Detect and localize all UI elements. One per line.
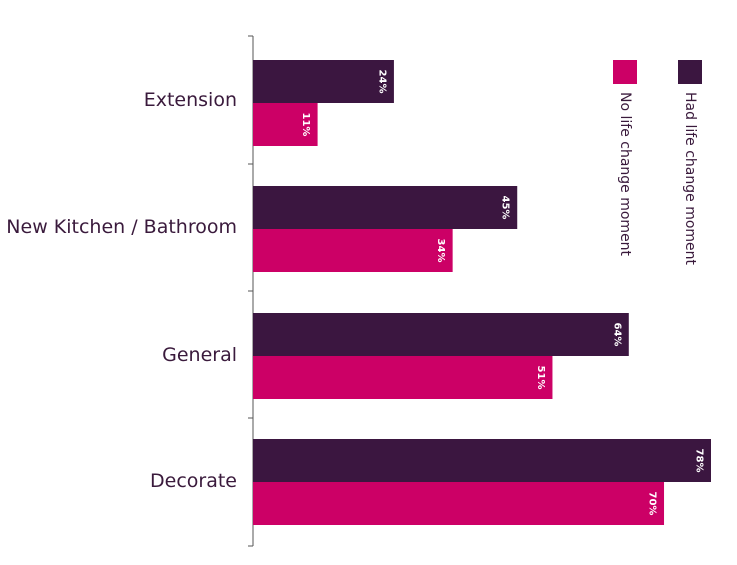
y-axis [248, 35, 254, 547]
category-label-general: General [162, 344, 237, 366]
data-label-new-kitchen-bathroom-no-life-change-moment: 34% [435, 239, 446, 263]
category-label-new-kitchen-bathroom: New Kitchen / Bathroom [6, 216, 237, 238]
legend-label-no-life-change-moment: No life change moment [617, 92, 633, 257]
data-label-decorate-had-life-change-moment: 78% [694, 449, 705, 473]
data-label-extension-had-life-change-moment: 24% [376, 70, 387, 94]
bar-general-no-life-change-moment [253, 356, 553, 399]
bar-new-kitchen-bathroom-no-life-change-moment [253, 229, 453, 272]
legend: Had life change moment No life change mom… [613, 60, 702, 266]
bar-decorate-had-life-change-moment [253, 439, 711, 482]
category-label-extension: Extension [144, 89, 237, 111]
category-label-decorate: Decorate [150, 470, 237, 492]
bar-decorate-no-life-change-moment [253, 482, 665, 525]
bar-extension-no-life-change-moment [253, 103, 318, 146]
bar-general-had-life-change-moment [253, 313, 629, 356]
bar-new-kitchen-bathroom-had-life-change-moment [253, 186, 518, 229]
legend-label-had-life-change-moment: Had life change moment [682, 92, 698, 266]
data-label-extension-no-life-change-moment: 11% [300, 113, 311, 137]
legend-swatch-had-life-change-moment [678, 60, 702, 84]
bars: 24% 11% 45% 34% 64% 51% 78% 70% [253, 60, 711, 525]
category-labels: Extension New Kitchen / Bathroom General De… [6, 89, 237, 492]
legend-swatch-no-life-change-moment [613, 60, 637, 84]
data-label-new-kitchen-bathroom-had-life-change-moment: 45% [500, 196, 511, 220]
data-label-decorate-no-life-change-moment: 70% [647, 492, 658, 516]
bar-extension-had-life-change-moment [253, 60, 394, 103]
data-label-general-had-life-change-moment: 64% [611, 323, 622, 347]
data-label-general-no-life-change-moment: 51% [535, 366, 546, 390]
